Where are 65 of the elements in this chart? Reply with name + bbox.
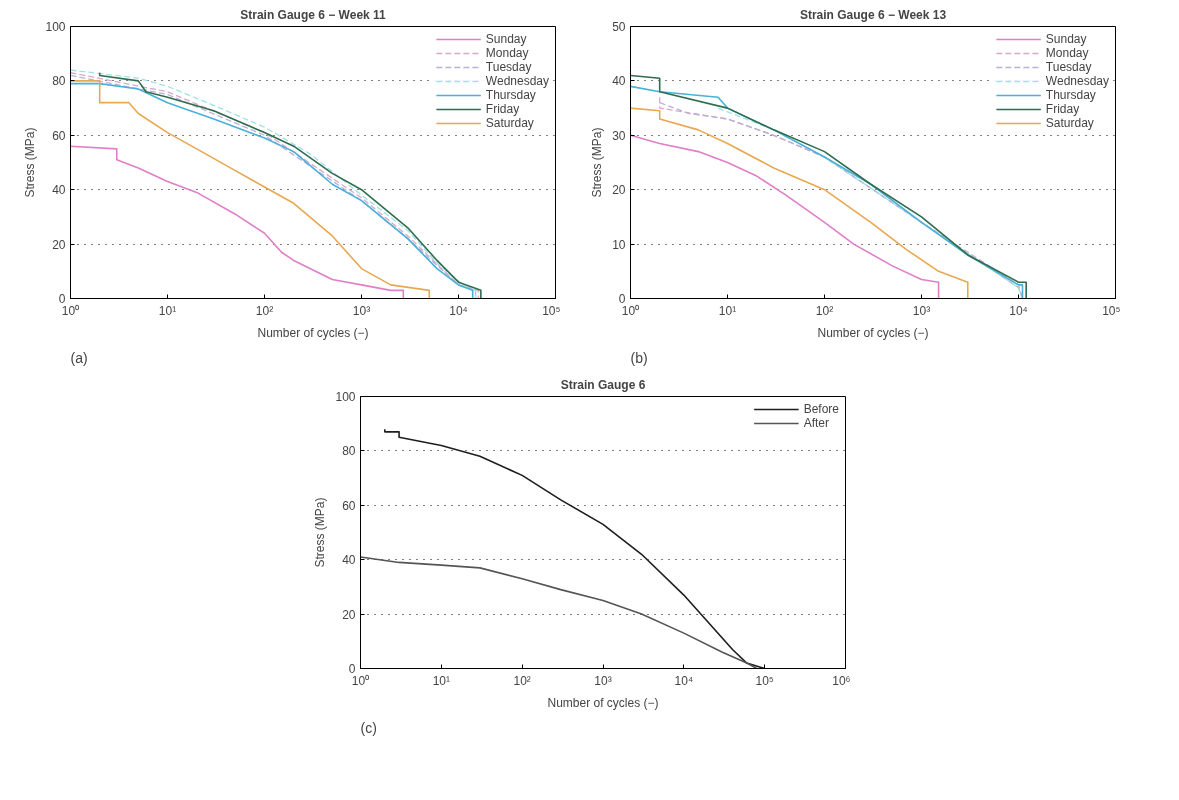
x-tick-label: 10⁵ — [1102, 303, 1121, 318]
legend-label: Friday — [1045, 102, 1080, 116]
legend-label: Tuesday — [1045, 60, 1092, 74]
text: (b) — [630, 349, 648, 366]
chart-title: Strain Gauge 6 − Week 13 — [799, 7, 947, 22]
x-tick-label: 10⁶ — [832, 673, 851, 688]
y-tick-label: 20 — [342, 607, 356, 622]
y-axis-title: Stress (MPa) — [313, 497, 328, 568]
chart-title: Strain Gauge 6 — [560, 377, 646, 392]
x-tick-label: 10⁴ — [1009, 303, 1028, 318]
x-tick-label: 10⁵ — [755, 673, 774, 688]
y-axis-title: Stress (MPa) — [23, 127, 38, 198]
legend-label: Monday — [485, 46, 529, 60]
legend-label: Thursday — [1045, 88, 1096, 102]
x-tick-label: 10³ — [352, 303, 371, 318]
legend-label: After — [803, 416, 829, 430]
y-tick-label: 100 — [335, 390, 356, 404]
legend-label: Friday — [485, 102, 520, 116]
y-tick-label: 10 — [612, 237, 626, 252]
x-tick-label: 10⁴ — [674, 673, 694, 688]
x-tick-label: 10⁵ — [542, 303, 561, 318]
x-axis-title: Number of cycles (−) — [257, 325, 369, 340]
y-tick-label: 20 — [52, 237, 66, 252]
legend-label: Thursday — [485, 88, 536, 102]
chart-title: Strain Gauge 6 − Week 11 — [240, 7, 387, 22]
y-tick-label: 40 — [612, 74, 626, 89]
x-tick-label: 10⁰ — [61, 303, 80, 318]
legend-label: Wednesday — [1045, 74, 1109, 88]
x-tick-label: 10¹ — [718, 303, 737, 318]
x-tick-label: 10² — [255, 303, 274, 318]
legend-label: Sunday — [485, 32, 527, 46]
x-axis-title: Number of cycles (−) — [547, 695, 659, 710]
x-tick-label: 10³ — [912, 303, 931, 318]
legend-label: Saturday — [1045, 116, 1094, 130]
y-tick-label: 30 — [612, 128, 626, 143]
x-tick-label: 10² — [513, 673, 531, 688]
text: (c) — [360, 719, 377, 736]
x-tick-label: 10³ — [594, 673, 612, 688]
y-tick-label: 60 — [342, 498, 356, 513]
legend-label: Sunday — [1045, 32, 1087, 46]
y-tick-label: 0 — [618, 292, 626, 306]
y-tick-label: 20 — [612, 183, 626, 198]
y-tick-label: 0 — [58, 292, 66, 306]
x-tick-label: 10¹ — [432, 673, 451, 688]
text: (a) — [70, 349, 88, 366]
legend-label: Tuesday — [485, 60, 532, 74]
y-tick-label: 40 — [52, 183, 66, 198]
x-tick-label: 10⁰ — [351, 673, 370, 688]
legend-label: Wednesday — [485, 74, 549, 88]
x-tick-label: 10² — [815, 303, 834, 318]
legend-label: Monday — [1045, 46, 1089, 60]
legend-label: Before — [803, 402, 839, 416]
y-tick-label: 0 — [348, 662, 356, 676]
y-tick-label: 40 — [342, 553, 356, 568]
y-axis-title: Stress (MPa) — [590, 127, 605, 198]
y-tick-label: 80 — [342, 444, 356, 459]
x-axis-title: Number of cycles (−) — [817, 325, 929, 340]
legend-label: Saturday — [485, 116, 534, 130]
x-tick-label: 10¹ — [158, 303, 177, 318]
y-tick-label: 60 — [52, 128, 66, 143]
x-tick-label: 10⁰ — [621, 303, 640, 318]
x-tick-label: 10⁴ — [449, 303, 468, 318]
y-tick-label: 50 — [612, 20, 626, 34]
y-tick-label: 100 — [45, 20, 66, 34]
y-tick-label: 80 — [52, 74, 66, 89]
